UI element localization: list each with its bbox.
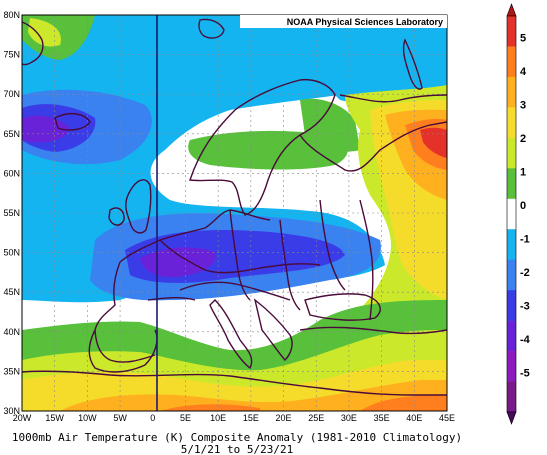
lat-tick-label: 80N [3, 10, 20, 20]
lat-tick-label: 75N [3, 50, 20, 60]
colorbar-top-arrow [506, 3, 517, 17]
lon-tick-label: 20E [276, 413, 292, 423]
grid-lines [22, 15, 447, 411]
lon-tick-label: 10W [78, 413, 97, 423]
anomaly-field [22, 15, 447, 411]
lat-tick-label: 70N [3, 89, 20, 99]
lon-tick-label: 30E [341, 413, 357, 423]
caption-title: 1000mb Air Temperature (K) Composite Ano… [12, 431, 462, 444]
colorbar-segment [507, 46, 516, 78]
lon-tick-label: 20W [13, 413, 32, 423]
colorbar-label: 2 [520, 133, 526, 145]
lat-tick-label: 50N [3, 248, 20, 258]
colorbar-label: -2 [520, 267, 530, 279]
lon-tick-label: 5E [180, 413, 191, 423]
caption-dates: 5/1/21 to 5/23/21 [181, 443, 294, 455]
lat-tick-label: 45N [3, 287, 20, 297]
colorbar-label: -1 [520, 233, 530, 245]
colorbar-segment [507, 168, 516, 200]
lat-tick-label: 60N [3, 168, 20, 178]
colorbar-segment [507, 320, 516, 352]
lon-tick-label: 45E [439, 413, 455, 423]
lat-tick-label: 40N [3, 327, 20, 337]
latitude-labels: 80N 75N 70N 65N 60N 55N 50N 45N 40N 35N 30N [3, 10, 20, 416]
colorbar-label: 5 [520, 32, 526, 44]
colorbar: 5 4 3 2 1 0 -1 -2 -3 -4 -5 [506, 3, 531, 425]
colorbar-segment [507, 229, 516, 260]
colorbar-label: 4 [520, 66, 527, 78]
lon-tick-label: 5W [113, 413, 127, 423]
credit-label: NOAA Physical Sciences Laboratory [287, 17, 443, 27]
credit-box [240, 15, 447, 28]
longitude-labels: 20W 15W 10W 5W 0 5E 10E 15E 20E 25E 30E 35E 40E 45E [13, 413, 455, 423]
colorbar-segment [507, 381, 516, 413]
colorbar-segment [507, 198, 516, 230]
colorbar-label: 1 [520, 166, 526, 178]
colorbar-label: -4 [520, 334, 531, 346]
lon-tick-label: 10E [210, 413, 226, 423]
colorbar-segment [507, 290, 516, 321]
colorbar-segment [507, 76, 516, 108]
colorbar-label: -5 [520, 367, 530, 379]
lon-tick-label: 35E [374, 413, 390, 423]
map-frame [21, 14, 448, 412]
colorbar-segment [507, 259, 516, 291]
colorbar-label: 0 [520, 200, 526, 212]
lat-tick-label: 30N [3, 406, 20, 416]
coastlines [22, 18, 447, 396]
lon-tick-label: 0 [150, 413, 155, 423]
colorbar-label: 3 [520, 99, 526, 111]
colorbar-segment [507, 137, 516, 169]
colorbar-segment [507, 351, 516, 382]
lat-tick-label: 35N [3, 366, 20, 376]
colorbar-segment [507, 107, 516, 139]
lon-tick-label: 25E [308, 413, 324, 423]
lon-tick-label: 15E [243, 413, 259, 423]
lat-tick-label: 55N [3, 208, 20, 218]
lon-tick-label: 40E [406, 413, 422, 423]
colorbar-bottom-arrow [506, 411, 517, 425]
lat-tick-label: 65N [3, 129, 20, 139]
lon-tick-label: 15W [45, 413, 64, 423]
colorbar-segment [507, 16, 516, 47]
colorbar-label: -3 [520, 300, 530, 312]
